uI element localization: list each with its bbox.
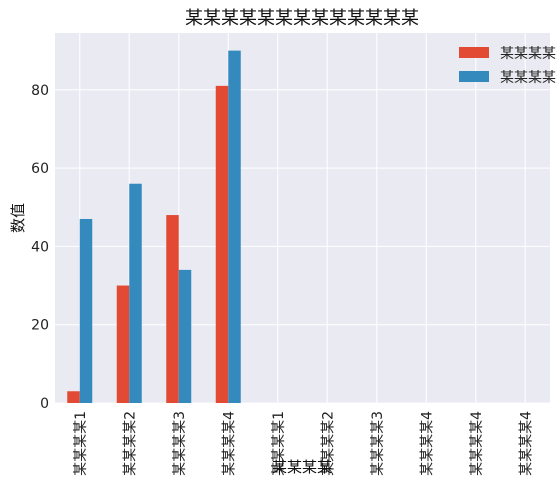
legend-label-series-2: 某某某某 — [500, 70, 556, 86]
y-tick-label: 20 — [31, 318, 49, 334]
bars — [67, 50, 241, 403]
bar — [178, 269, 192, 403]
x-tick-label: 某某某某4 — [419, 411, 435, 476]
legend: 某某某某 某某某某 — [459, 46, 556, 86]
x-tick-label: 某某某某2 — [122, 411, 138, 476]
y-axis-label: 数值 — [9, 203, 27, 233]
bar — [228, 50, 241, 403]
x-tick-label: 某某某某4 — [221, 411, 237, 476]
bar — [166, 215, 179, 403]
x-tick-label: 某某某某2 — [320, 411, 336, 476]
chart-title: 某某某某某某某某某某某某某 — [185, 8, 419, 29]
legend-label-series-1: 某某某某 — [500, 46, 556, 62]
x-tick-label: 某某某某4 — [469, 411, 485, 476]
y-tick-label: 40 — [31, 239, 49, 255]
x-tick-labels: 某某某某1 某某某某2 某某某某3 某某某某4 某某某某1 某某某某2 某某某某3 某某某某4… — [73, 411, 535, 476]
x-tick-label: 某某某某1 — [271, 411, 287, 476]
x-tick-label: 某某某某4 — [518, 411, 534, 476]
bar — [129, 183, 142, 403]
y-tick-label: 80 — [31, 83, 49, 99]
bar — [116, 285, 130, 403]
bar — [67, 391, 80, 403]
y-tick-label: 0 — [40, 396, 49, 412]
y-tick-label: 60 — [31, 161, 49, 177]
bar — [79, 218, 93, 403]
bar — [215, 85, 229, 403]
legend-swatch-series-2 — [459, 71, 489, 82]
x-tick-label: 某某某某3 — [172, 411, 188, 476]
x-axis-label: 某某某某 — [272, 458, 332, 476]
y-tick-labels: 0 20 40 60 80 — [31, 83, 49, 412]
legend-swatch-series-1 — [459, 47, 489, 58]
x-tick-label: 某某某某1 — [73, 411, 89, 476]
x-tick-label: 某某某某3 — [370, 411, 386, 476]
